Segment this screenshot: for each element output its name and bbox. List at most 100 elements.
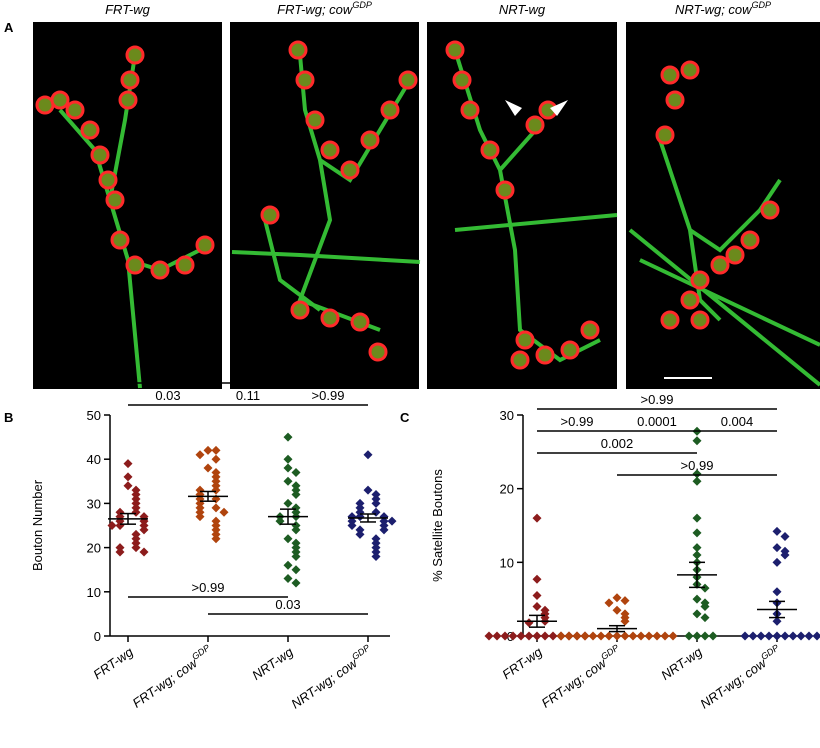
- data-point: [211, 534, 221, 544]
- bouton: [710, 255, 730, 275]
- data-point: [812, 631, 820, 641]
- p-value: >0.99: [681, 458, 714, 473]
- data-point: [363, 485, 373, 495]
- data-point: [692, 609, 702, 619]
- data-point: [532, 574, 542, 584]
- y-axis-label: Bouton Number: [30, 479, 45, 571]
- data-point: [596, 631, 606, 641]
- data-point: [772, 616, 782, 626]
- panel-title: NRT-wg; cowGDP: [675, 0, 771, 17]
- x-tick-label: FRT-wg: [499, 644, 545, 682]
- data-point: [291, 467, 301, 477]
- data-point: [700, 602, 710, 612]
- bouton: [288, 40, 308, 60]
- p-value: 0.11: [236, 388, 260, 403]
- data-point: [508, 631, 518, 641]
- y-tick-label: 30: [500, 408, 514, 423]
- bouton: [120, 70, 140, 90]
- data-point: [756, 631, 766, 641]
- data-point: [283, 476, 293, 486]
- data-point: [291, 565, 301, 575]
- bouton: [50, 90, 70, 110]
- bouton: [740, 230, 760, 250]
- data-point: [556, 631, 566, 641]
- arrowhead: [505, 100, 568, 116]
- bouton: [175, 255, 195, 275]
- p-value: >0.99: [641, 392, 674, 407]
- data-point: [692, 594, 702, 604]
- data-point: [291, 490, 301, 500]
- data-point: [708, 631, 718, 641]
- x-tick-label: FRT-wg; cowGDP: [128, 643, 215, 711]
- data-point: [796, 631, 806, 641]
- data-point: [131, 543, 141, 553]
- data-point: [804, 631, 814, 641]
- data-point: [484, 631, 494, 641]
- panel-title: NRT-wg: [499, 2, 546, 17]
- bouton: [290, 300, 310, 320]
- data-point: [588, 631, 598, 641]
- data-point: [748, 631, 758, 641]
- bouton: [320, 140, 340, 160]
- x-tick-label: NRT-wg: [249, 644, 296, 683]
- data-point: [387, 516, 397, 526]
- x-tick-label-main: FRT-wg; cow: [539, 654, 610, 710]
- data-point: [283, 574, 293, 584]
- data-point: [540, 631, 550, 641]
- data-point: [644, 631, 654, 641]
- bouton: [480, 140, 500, 160]
- x-tick-label-main: NRT-wg; cow: [697, 654, 770, 711]
- data-point: [532, 590, 542, 600]
- data-point: [572, 631, 582, 641]
- data-point: [283, 454, 293, 464]
- bouton: [452, 70, 472, 90]
- data-point: [203, 463, 213, 473]
- bouton: [680, 60, 700, 80]
- data-point: [620, 631, 630, 641]
- data-point: [668, 631, 678, 641]
- data-point: [772, 557, 782, 567]
- bouton: [525, 115, 545, 135]
- x-tick-label-main: FRT-wg: [499, 644, 545, 682]
- x-tick-label-sup: GDP: [759, 643, 781, 662]
- bouton: [90, 145, 110, 165]
- axon-stain: [231, 54, 421, 332]
- data-point: [660, 631, 670, 641]
- data-point: [195, 512, 205, 522]
- p-value: >0.99: [232, 366, 265, 381]
- bouton: [368, 342, 388, 362]
- data-point: [291, 578, 301, 588]
- bouton: [80, 120, 100, 140]
- scale-bar-label: 10 µm: [669, 353, 705, 368]
- data-point: [283, 498, 293, 508]
- data-point: [604, 631, 614, 641]
- data-point: [363, 450, 373, 460]
- bouton: [510, 350, 530, 370]
- bouton: [260, 205, 280, 225]
- bouton: [350, 312, 370, 332]
- bouton: [340, 160, 360, 180]
- x-tick-label-sup: GDP: [599, 643, 621, 662]
- data-point: [772, 543, 782, 553]
- data-point: [500, 631, 510, 641]
- data-point: [211, 445, 221, 455]
- x-tick-label-sup: GDP: [350, 643, 372, 662]
- bouton: [460, 100, 480, 120]
- data-point: [612, 605, 622, 615]
- bouton: [105, 190, 125, 210]
- channel-label: DLG: [173, 368, 200, 383]
- data-point: [492, 631, 502, 641]
- data-point: [516, 631, 526, 641]
- data-point: [700, 631, 710, 641]
- data-point: [347, 521, 357, 530]
- data-point: [692, 543, 702, 553]
- p-value: >0.99: [312, 388, 345, 403]
- panel-title-main: NRT-wg; cow: [675, 2, 753, 17]
- data-point: [612, 631, 622, 641]
- panel-letter: C: [400, 410, 410, 425]
- panel-title-main: FRT-wg: [105, 2, 151, 17]
- data-point: [780, 550, 790, 560]
- data-point: [123, 459, 133, 469]
- panel-title: FRT-wg: [105, 2, 151, 17]
